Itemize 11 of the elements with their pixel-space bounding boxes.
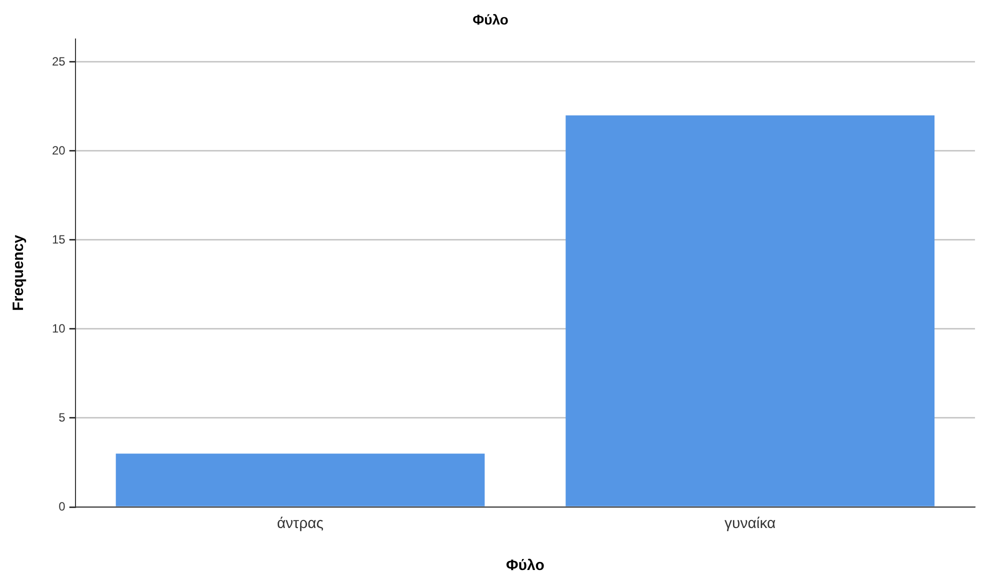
x-tick-label: άντρας xyxy=(276,515,324,532)
y-axis-title: Frequency xyxy=(10,234,28,311)
x-tick-label: γυναίκα xyxy=(724,515,776,532)
y-tick-label: 5 xyxy=(58,410,66,424)
chart-title: Φύλο xyxy=(472,11,508,28)
y-tick-label: 25 xyxy=(52,54,66,68)
y-tick-label: 20 xyxy=(52,143,66,158)
y-tick-label: 15 xyxy=(52,232,66,246)
x-axis-title: Φύλο xyxy=(506,557,544,574)
y-tick-label: 0 xyxy=(58,499,66,514)
y-tick-label: 10 xyxy=(52,321,66,336)
